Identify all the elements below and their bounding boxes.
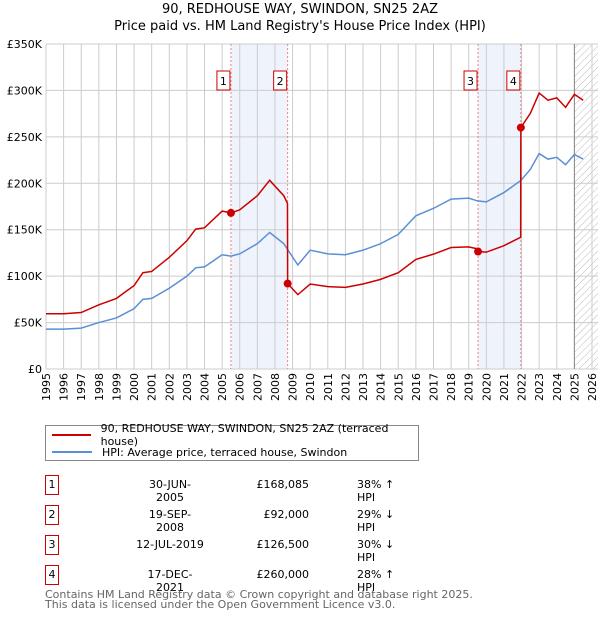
legend-label-hpi: HPI: Average price, terraced house, Swin… xyxy=(102,445,348,459)
chart-title: 90, REDHOUSE WAY, SWINDON, SN25 2AZ xyxy=(161,2,439,17)
price-chart: 1995 1996 1997 1998 1999 2000 2001 2002 2003 2004… xyxy=(7,38,599,401)
sale-point xyxy=(516,123,525,132)
shaded-range xyxy=(478,44,521,369)
forecast-hatch xyxy=(574,44,598,369)
x-tick-label: 1995 xyxy=(40,373,53,401)
x-tick-label: 2002 xyxy=(163,373,176,401)
footer-line-1: Contains HM Land Registry data © Crown c… xyxy=(45,588,473,601)
x-tick-label: 2021 xyxy=(498,373,511,401)
x-tick-label: 2003 xyxy=(181,373,194,401)
sale-number-label: 2 xyxy=(277,75,284,88)
legend-item-hpi: HPI: Average price, terraced house, Swin… xyxy=(52,444,347,460)
x-tick-label: 2013 xyxy=(357,373,370,401)
y-tick-label: £100K xyxy=(7,270,43,283)
x-tick-label: 2010 xyxy=(304,373,317,401)
sale-hpi-diff: 38% ↑ HPI xyxy=(357,478,395,504)
x-tick-label: 2019 xyxy=(463,373,476,401)
footer-line-2: This data is licensed under the Open Gov… xyxy=(45,598,396,611)
x-tick-label: 2022 xyxy=(516,373,529,401)
sale-price: £168,085 xyxy=(256,478,310,491)
x-tick-label: 2009 xyxy=(287,373,300,401)
y-tick-label: £300K xyxy=(7,84,43,97)
x-tick-label: 2006 xyxy=(234,373,247,401)
sale-hpi-diff: 30% ↓ HPI xyxy=(357,538,395,564)
sale-hpi-diff: 29% ↓ HPI xyxy=(357,508,395,534)
legend: 90, REDHOUSE WAY, SWINDON, SN25 2AZ (ter… xyxy=(45,422,419,461)
sale-row: 2 19-SEP-2008 £92,000 29% ↓ HPI xyxy=(45,505,405,534)
sale-date: 12-JUL-2019 xyxy=(136,538,204,551)
x-tick-label: 2000 xyxy=(128,373,141,401)
x-tick-label: 2020 xyxy=(480,373,493,401)
x-tick-label: 1998 xyxy=(93,373,106,401)
sale-date: 17-DEC-2021 xyxy=(147,568,193,594)
x-tick-label: 2018 xyxy=(445,373,458,401)
sale-date: 19-SEP-2008 xyxy=(148,508,192,534)
sale-row: 4 17-DEC-2021 £260,000 28% ↑ HPI xyxy=(45,565,405,594)
sale-hpi-diff: 28% ↑ HPI xyxy=(357,568,395,594)
y-tick-label: £250K xyxy=(7,131,43,144)
x-tick-label: 2024 xyxy=(551,373,564,401)
sale-number: 3 xyxy=(45,535,59,555)
x-tick-label: 2005 xyxy=(216,373,229,401)
x-tick-label: 2015 xyxy=(392,373,405,401)
x-tick-label: 2001 xyxy=(146,373,159,401)
sale-number: 1 xyxy=(45,475,59,495)
sale-number-label: 3 xyxy=(467,75,474,88)
sale-row: 1 30-JUN-2005 £168,085 38% ↑ HPI xyxy=(45,475,405,504)
x-tick-label: 1999 xyxy=(110,373,123,401)
sale-number: 4 xyxy=(45,565,59,585)
hpi-line xyxy=(46,152,584,330)
sale-number-box xyxy=(273,70,288,91)
sale-price: £260,000 xyxy=(256,568,310,581)
sale-number-box xyxy=(506,70,521,91)
x-tick-label: 2004 xyxy=(199,373,212,401)
x-tick-label: 2016 xyxy=(410,373,423,401)
x-tick-label: 2014 xyxy=(375,373,388,401)
x-tick-label: 2012 xyxy=(339,373,352,401)
sale-point xyxy=(226,208,235,217)
legend-label-property: 90, REDHOUSE WAY, SWINDON, SN25 2AZ (ter… xyxy=(100,422,389,448)
y-tick-label: £200K xyxy=(7,177,43,190)
sale-point xyxy=(474,247,483,256)
x-tick-label: 2008 xyxy=(269,373,282,401)
shaded-range xyxy=(230,44,288,369)
x-tick-label: 1997 xyxy=(75,373,88,401)
x-tick-label: 2011 xyxy=(322,373,335,401)
sale-point xyxy=(283,279,292,288)
y-tick-label: £0 xyxy=(28,363,42,376)
y-tick-label: £50K xyxy=(14,317,43,330)
sale-date: 30-JUN-2005 xyxy=(148,478,192,504)
legend-swatch-hpi xyxy=(52,451,92,453)
sale-price: £92,000 xyxy=(263,508,310,521)
legend-item-property: 90, REDHOUSE WAY, SWINDON, SN25 2AZ (ter… xyxy=(52,422,418,448)
sale-row: 3 12-JUL-2019 £126,500 30% ↓ HPI xyxy=(45,535,405,564)
x-tick-label: 2023 xyxy=(533,373,546,401)
sale-price: £126,500 xyxy=(256,538,310,551)
y-tick-label: £350K xyxy=(7,38,43,51)
x-tick-label: 1996 xyxy=(58,373,71,401)
sale-number-box xyxy=(216,70,231,91)
chart-subtitle: Price paid vs. HM Land Registry's House … xyxy=(114,19,486,34)
property-price-line xyxy=(46,91,584,315)
sale-number: 2 xyxy=(45,505,59,525)
x-tick-label: 2017 xyxy=(427,373,440,401)
y-tick-label: £150K xyxy=(7,224,43,237)
x-tick-label: 2026 xyxy=(586,373,599,401)
footer: Contains HM Land Registry data © Crown c… xyxy=(45,588,473,611)
x-tick-label: 2025 xyxy=(568,373,581,401)
x-tick-label: 2007 xyxy=(251,373,264,401)
sale-number-label: 4 xyxy=(510,75,517,88)
sale-number-box xyxy=(463,70,478,91)
legend-swatch-property xyxy=(52,434,91,436)
sale-number-label: 1 xyxy=(220,75,227,88)
